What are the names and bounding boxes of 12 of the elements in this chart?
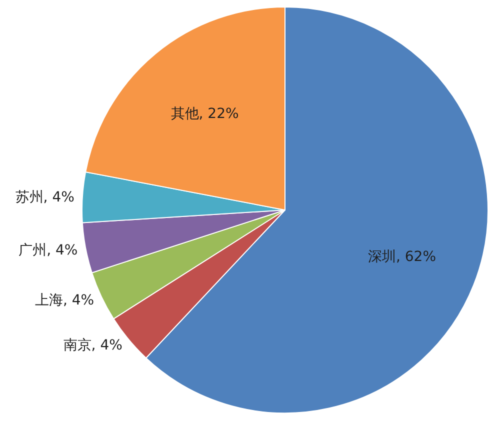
- slice-label: 其他: [170, 106, 199, 122]
- data-label: , 4%: [62, 292, 94, 309]
- data-label: , 62%: [396, 249, 436, 266]
- data-label: , 4%: [46, 242, 78, 258]
- slice-label: 深圳: [368, 249, 396, 266]
- data-label: , 22%: [198, 106, 239, 122]
- slice-label: 广州: [18, 242, 47, 258]
- slice-label: 上海: [34, 292, 63, 309]
- data-label: , 4%: [91, 337, 122, 354]
- slice-label: 南京: [63, 337, 92, 354]
- slice-label: 苏州: [15, 190, 44, 206]
- data-label: , 4%: [43, 190, 74, 206]
